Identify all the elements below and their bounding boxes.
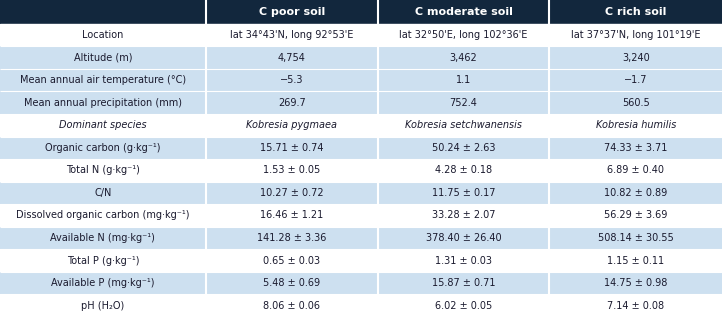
Bar: [0, 294, 722, 317]
Text: 8.06 ± 0.06: 8.06 ± 0.06: [264, 301, 320, 311]
Text: lat 37°37'N, long 101°19'E: lat 37°37'N, long 101°19'E: [571, 30, 700, 40]
Text: C moderate soil: C moderate soil: [414, 7, 513, 17]
Text: 378.40 ± 26.40: 378.40 ± 26.40: [426, 233, 501, 243]
Text: 269.7: 269.7: [278, 98, 305, 108]
Text: 16.46 ± 1.21: 16.46 ± 1.21: [260, 210, 323, 221]
Text: Mean annual precipitation (mm): Mean annual precipitation (mm): [24, 98, 182, 108]
Text: C/N: C/N: [94, 188, 112, 198]
Text: 752.4: 752.4: [450, 98, 477, 108]
Text: 1.15 ± 0.11: 1.15 ± 0.11: [607, 256, 664, 266]
Text: 74.33 ± 3.71: 74.33 ± 3.71: [604, 143, 667, 153]
Text: 6.02 ± 0.05: 6.02 ± 0.05: [435, 301, 492, 311]
Text: pH (H₂O): pH (H₂O): [82, 301, 124, 311]
Bar: [0, 69, 722, 91]
Text: 11.75 ± 0.17: 11.75 ± 0.17: [432, 188, 495, 198]
Text: Total N (g·kg⁻¹): Total N (g·kg⁻¹): [66, 165, 140, 175]
Text: 10.82 ± 0.89: 10.82 ± 0.89: [604, 188, 667, 198]
Text: Available N (mg·kg⁻¹): Available N (mg·kg⁻¹): [51, 233, 155, 243]
Text: Organic carbon (g·kg⁻¹): Organic carbon (g·kg⁻¹): [45, 143, 160, 153]
Text: C rich soil: C rich soil: [605, 7, 666, 17]
Bar: [0, 91, 722, 114]
Text: Location: Location: [82, 30, 123, 40]
Text: 0.65 ± 0.03: 0.65 ± 0.03: [263, 256, 321, 266]
Text: 141.28 ± 3.36: 141.28 ± 3.36: [257, 233, 326, 243]
Bar: [0, 46, 722, 69]
Text: −1.7: −1.7: [624, 75, 648, 85]
Text: Kobresia humilis: Kobresia humilis: [596, 120, 676, 130]
Bar: [0, 272, 722, 294]
Text: 56.29 ± 3.69: 56.29 ± 3.69: [604, 210, 667, 221]
Text: 50.24 ± 2.63: 50.24 ± 2.63: [432, 143, 495, 153]
Text: Kobresia pygmaea: Kobresia pygmaea: [246, 120, 337, 130]
Text: lat 32°50'E, long 102°36'E: lat 32°50'E, long 102°36'E: [399, 30, 528, 40]
Text: 1.53 ± 0.05: 1.53 ± 0.05: [263, 165, 321, 175]
Bar: [0, 249, 722, 272]
Text: 14.75 ± 0.98: 14.75 ± 0.98: [604, 278, 667, 288]
Text: C poor soil: C poor soil: [258, 7, 325, 17]
Text: 4,754: 4,754: [278, 53, 305, 63]
Text: 3,462: 3,462: [450, 53, 477, 63]
Text: Mean annual air temperature (°C): Mean annual air temperature (°C): [19, 75, 186, 85]
Text: 508.14 ± 30.55: 508.14 ± 30.55: [598, 233, 674, 243]
Text: 1.31 ± 0.03: 1.31 ± 0.03: [435, 256, 492, 266]
Text: 560.5: 560.5: [622, 98, 650, 108]
Text: 5.48 ± 0.69: 5.48 ± 0.69: [263, 278, 321, 288]
Text: 15.71 ± 0.74: 15.71 ± 0.74: [260, 143, 323, 153]
Bar: [0, 137, 722, 159]
Text: 6.89 ± 0.40: 6.89 ± 0.40: [607, 165, 664, 175]
Text: Altitude (m): Altitude (m): [74, 53, 132, 63]
Bar: [0, 159, 722, 182]
Text: Available P (mg·kg⁻¹): Available P (mg·kg⁻¹): [51, 278, 155, 288]
Bar: [0, 24, 722, 46]
Text: 1.1: 1.1: [456, 75, 471, 85]
Text: 33.28 ± 2.07: 33.28 ± 2.07: [432, 210, 495, 221]
Text: Kobresia setchwanensis: Kobresia setchwanensis: [405, 120, 522, 130]
Text: lat 34°43'N, long 92°53'E: lat 34°43'N, long 92°53'E: [230, 30, 353, 40]
Bar: [0, 182, 722, 204]
Bar: [0, 204, 722, 227]
Bar: [0, 0, 722, 24]
Bar: [0, 227, 722, 249]
Text: 4.28 ± 0.18: 4.28 ± 0.18: [435, 165, 492, 175]
Text: −5.3: −5.3: [280, 75, 303, 85]
Text: Dominant species: Dominant species: [59, 120, 147, 130]
Text: 7.14 ± 0.08: 7.14 ± 0.08: [607, 301, 664, 311]
Bar: [0, 114, 722, 137]
Text: 15.87 ± 0.71: 15.87 ± 0.71: [432, 278, 495, 288]
Text: Total P (g·kg⁻¹): Total P (g·kg⁻¹): [66, 256, 139, 266]
Text: 3,240: 3,240: [622, 53, 650, 63]
Text: Dissolved organic carbon (mg·kg⁻¹): Dissolved organic carbon (mg·kg⁻¹): [16, 210, 190, 221]
Text: 10.27 ± 0.72: 10.27 ± 0.72: [260, 188, 323, 198]
